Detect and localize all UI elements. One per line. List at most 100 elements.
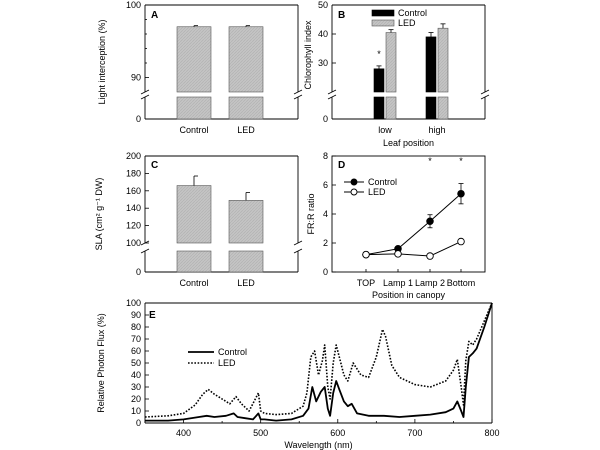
panel-e-line-control — [145, 302, 493, 422]
panel-d-y-tick-label: 0 — [323, 267, 328, 277]
panel-d-point-led — [394, 250, 402, 258]
panel-a-bar-lower-control — [176, 96, 212, 120]
panel-d-legend-marker-control — [350, 178, 358, 186]
panel-e-line-led — [144, 302, 493, 418]
panel-d-legend-label-control: Control — [368, 177, 397, 187]
panel-e-y-label: Relative Photon Flux (%) — [96, 313, 106, 413]
panel-c-y-tick-label: 140 — [126, 203, 141, 213]
panel-d-x-tick-label: Lamp 1 — [383, 278, 413, 288]
panel-c-x-tick-label: LED — [237, 278, 255, 288]
panel-e-x-tick-label: 600 — [330, 428, 345, 438]
panel-a-x-tick-label: LED — [237, 125, 255, 135]
panel-e-letter: E — [149, 310, 156, 321]
panel-d-x-tick-label: TOP — [357, 278, 375, 288]
panel-a-y-tick-label: 0 — [136, 114, 141, 124]
panel-b-y-tick-label: 0 — [323, 114, 328, 124]
panel-d-line-led — [365, 241, 462, 257]
panel-c-bar-led — [228, 200, 264, 244]
panel-e-y-tick-label: 30 — [131, 382, 141, 392]
panel-d-significance-mark: * — [428, 156, 432, 166]
panel-e-x-tick-label: 500 — [253, 428, 268, 438]
panel-e-y-tick-label: 10 — [131, 406, 141, 416]
panel-b-significance-mark: * — [377, 49, 381, 59]
panel-b-legend-swatch-control — [371, 9, 395, 17]
panel-b-break-mark — [480, 89, 490, 95]
panel-d-y-tick-label: 4 — [323, 209, 328, 219]
panel-d-point-control — [457, 189, 465, 198]
panel-b-letter: B — [338, 10, 345, 21]
panel-d-y-tick-label: 8 — [323, 151, 328, 161]
panel-c-y-label: SLA (cm² g⁻¹ DW) — [94, 178, 104, 251]
panel-a-bar-control — [176, 26, 212, 93]
panel-a-bar-lower-led — [228, 96, 264, 120]
panel-e-y-tick-label: 80 — [131, 322, 141, 332]
panel-c-y-tick-label: 0 — [136, 267, 141, 277]
panel-e-legend-label-control: Control — [218, 347, 247, 357]
panel-d-point-control — [426, 217, 434, 225]
panel-e-y-tick-label: 0 — [136, 418, 141, 428]
panel-b-y-tick-label: 30 — [318, 58, 328, 68]
panel-c-x-tick-label: Control — [179, 278, 208, 288]
panel-a-x-tick-label: Control — [179, 125, 208, 135]
panel-a-y-tick-label: 90 — [131, 73, 141, 83]
panel-e-y-tick-label: 60 — [131, 346, 141, 356]
panel-b-x-tick-label: high — [428, 125, 445, 135]
panel-b-y-label: Chlorophyll index — [303, 20, 313, 90]
panel-b-legend-label-led: LED — [398, 18, 416, 28]
panel-c-y-tick-label: 100 — [126, 238, 141, 248]
panel-e-x-tick-label: 700 — [407, 428, 422, 438]
panel-e-legend-label-led: LED — [218, 358, 236, 368]
panel-d-line-control — [365, 193, 462, 256]
panel-b-legend-swatch-led — [371, 19, 395, 27]
panel-c-bar-lower-led — [228, 250, 264, 273]
panel-d-point-led — [426, 252, 434, 260]
panel-e-y-tick-label: 100 — [126, 298, 141, 308]
panel-d-point-led — [457, 237, 465, 246]
panel-d-y-label: FR:R ratio — [306, 193, 316, 234]
panel-e-y-tick-label: 20 — [131, 394, 141, 404]
panel-b-y-tick-label: 40 — [318, 29, 328, 39]
panel-d-y-tick-label: 6 — [323, 180, 328, 190]
panel-b-bar-control-high — [425, 36, 437, 93]
panel-e-y-tick-label: 40 — [131, 370, 141, 380]
panel-b-break-mark — [327, 94, 337, 100]
panel-e-x-tick-label: 400 — [176, 428, 191, 438]
panel-c-bar-lower-control — [176, 250, 212, 273]
panel-a-y-tick-label: 100 — [126, 0, 141, 10]
panel-a-break-mark — [140, 94, 150, 100]
panel-b-bar-control-low — [373, 68, 385, 93]
panel-a-letter: A — [151, 10, 158, 21]
panel-d-y-tick-label: 2 — [323, 238, 328, 248]
panel-c-letter: C — [151, 160, 158, 171]
panel-a-break-mark — [140, 89, 150, 95]
panel-b-bar-lower-led-low — [385, 96, 397, 120]
panel-b-bar-led-high — [437, 27, 449, 93]
panel-c-y-tick-label: 180 — [126, 168, 141, 178]
panel-d-x-label: Position in canopy — [372, 290, 446, 300]
panel-d-x-tick-label: Bottom — [447, 278, 476, 288]
panel-e-y-tick-label: 50 — [131, 358, 141, 368]
panel-a-bar-led — [228, 26, 264, 93]
panel-a-y-label: Light interception (%) — [97, 19, 107, 104]
panel-c-break-mark — [293, 240, 303, 246]
panel-b-bar-led-low — [385, 32, 397, 93]
panel-c-y-tick-label: 160 — [126, 186, 141, 196]
panel-d-significance-mark: * — [459, 156, 463, 166]
panel-b-break-mark — [327, 89, 337, 95]
panel-c-break-mark — [293, 248, 303, 254]
panel-c-y-tick-label: 200 — [126, 151, 141, 161]
panel-b-x-tick-label: low — [378, 125, 392, 135]
panel-c-break-mark — [140, 248, 150, 254]
panel-e-x-tick-label: 800 — [484, 428, 499, 438]
panel-a-break-mark — [293, 94, 303, 100]
panel-d-legend-marker-led — [350, 188, 358, 196]
panel-b-legend-label-control: Control — [398, 8, 427, 18]
panel-c-bar-control — [176, 185, 212, 244]
panel-e-x-label: Wavelength (nm) — [284, 440, 352, 450]
panel-b-bar-lower-led-high — [437, 96, 449, 120]
panel-d-x-tick-label: Lamp 2 — [415, 278, 445, 288]
panel-c-y-tick-label: 120 — [126, 221, 141, 231]
panel-b-break-mark — [480, 94, 490, 100]
panel-d-letter: D — [338, 160, 345, 171]
